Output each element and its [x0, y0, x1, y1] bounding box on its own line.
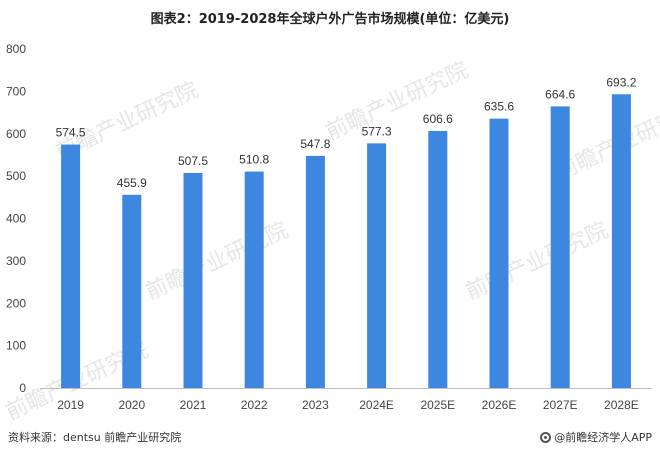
y-tick-label: 400: [6, 212, 26, 226]
x-tick-label: 2026E: [482, 398, 517, 412]
data-label: 547.8: [300, 137, 330, 151]
bars-group: [61, 94, 631, 389]
y-axis: 0 100 200 300 400 500 600 700 800: [6, 42, 26, 395]
brand-credit: @前瞻经济学人APP: [540, 429, 652, 445]
chart-title: 图表2：2019-2028年全球户外广告市场规模(单位：亿美元): [150, 12, 510, 27]
y-tick-label: 700: [6, 84, 26, 98]
y-tick-label: 500: [6, 169, 26, 183]
x-tick-label: 2020: [118, 398, 145, 412]
data-label: 510.8: [239, 153, 269, 167]
watermark-text: 前瞻产业研究院: [322, 58, 472, 146]
x-tick-label: 2021: [180, 398, 207, 412]
x-tick-label: 2025E: [420, 398, 455, 412]
data-label: 577.3: [362, 124, 392, 138]
y-tick-label: 800: [6, 42, 26, 56]
bar-2028E: [611, 94, 631, 388]
x-tick-label: 2027E: [543, 398, 578, 412]
x-axis: 2019 2020 2021 2022 2023 2024E 2025E 2026E 2027E…: [40, 388, 652, 412]
y-tick-label: 200: [6, 296, 26, 310]
y-tick-label: 100: [6, 339, 26, 353]
data-label: 606.6: [423, 112, 453, 126]
bar-2027E: [550, 106, 570, 389]
x-tick-label: 2019: [57, 398, 84, 412]
x-tick-label: 2024E: [359, 398, 394, 412]
data-label: 635.6: [484, 100, 514, 114]
watermark-text: 前瞻产业研究院: [462, 218, 612, 306]
x-tick-label: 2023: [302, 398, 329, 412]
bar-2023: [305, 155, 325, 388]
data-label: 455.9: [117, 176, 147, 190]
bar-2021: [183, 172, 203, 388]
data-labels-group: 574.5 455.9 507.5 510.8 547.8 577.3 606.6 635.6…: [56, 75, 637, 190]
bar-2024E: [367, 143, 387, 388]
brand-logo-icon: [540, 431, 552, 443]
y-tick-label: 600: [6, 127, 26, 141]
watermark-text: 前瞻产业研究院: [142, 218, 292, 306]
x-tick-label: 2028E: [604, 398, 639, 412]
source-note: 资料来源：dentsu 前瞻产业研究院: [8, 431, 182, 444]
brand-text: @前瞻经济学人APP: [554, 431, 652, 444]
bar-2026E: [489, 118, 509, 389]
y-tick-label: 0: [19, 381, 26, 395]
data-label: 574.5: [56, 126, 86, 140]
data-label: 507.5: [178, 154, 208, 168]
bar-2019: [61, 144, 81, 388]
data-label: 664.6: [545, 87, 575, 101]
bar-2022: [244, 171, 264, 388]
data-label: 693.2: [606, 75, 636, 89]
x-tick-label: 2022: [241, 398, 268, 412]
bar-2025E: [428, 130, 448, 388]
bar-2020: [122, 194, 142, 388]
y-tick-label: 300: [6, 254, 26, 268]
